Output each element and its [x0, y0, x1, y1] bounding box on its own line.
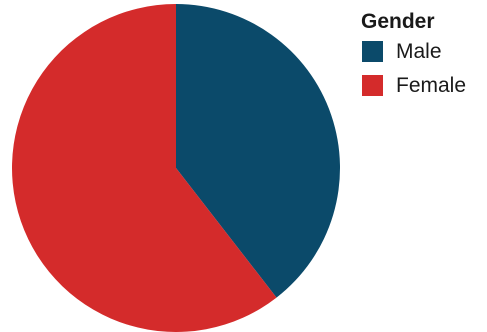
- legend-swatch-female: [362, 75, 383, 96]
- legend-label-male: Male: [396, 40, 442, 63]
- legend-label-female: Female: [396, 74, 466, 97]
- pie-slice-male: [176, 4, 340, 298]
- pie-slice-female: [12, 4, 277, 332]
- pie-slices: [12, 4, 340, 332]
- legend: Gender Male Female: [361, 10, 466, 97]
- legend-title: Gender: [361, 10, 435, 33]
- legend-swatch-male: [362, 41, 383, 62]
